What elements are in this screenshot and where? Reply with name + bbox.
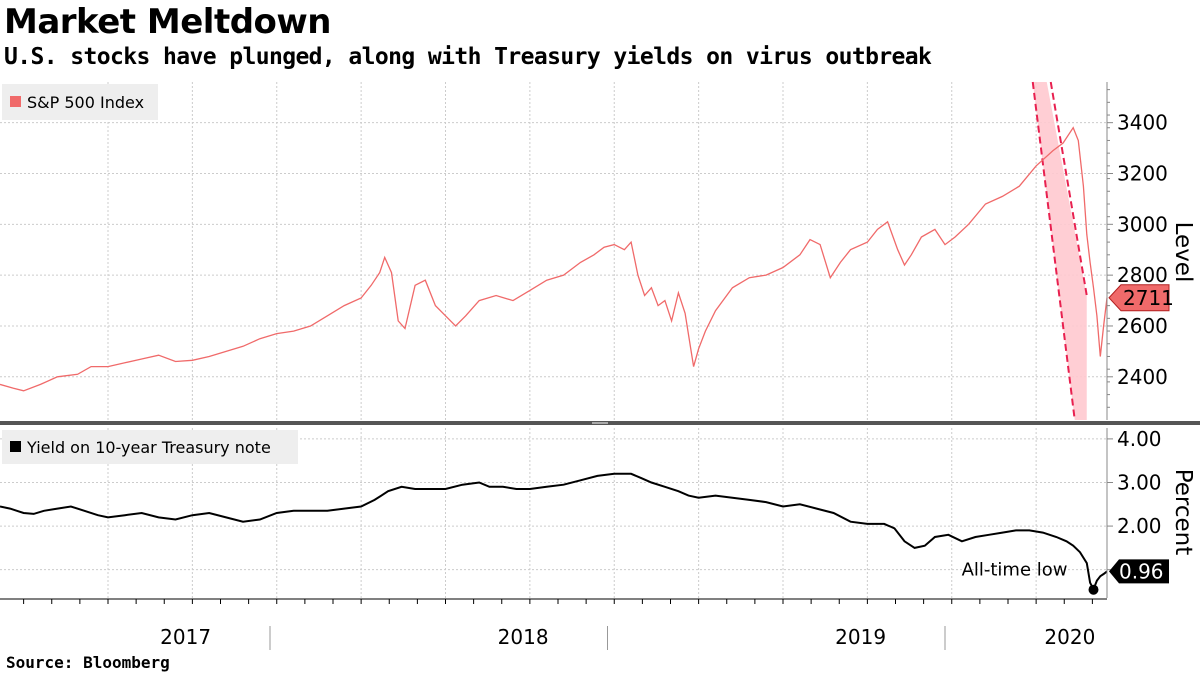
x-axis-year-label: 2020 bbox=[1044, 625, 1095, 649]
yield-panel: All-time low 2.00 3.00 4.00 Percent 0.96 Y… bbox=[0, 427, 1196, 598]
panel-divider-grip bbox=[592, 422, 608, 424]
sp500-legend: S&P 500 Index bbox=[2, 84, 158, 120]
x-axis-minor-ticks bbox=[23, 599, 1093, 604]
sp500-y-axis-label: Level bbox=[1170, 222, 1196, 283]
sp500-y-tick-label: 3200 bbox=[1117, 161, 1168, 185]
sp500-last-value-tag: 2711 bbox=[1108, 284, 1174, 312]
yield-last-value-tag-shape bbox=[1109, 559, 1169, 584]
sp500-panel: 2400 2600 2800 3000 3200 3400 Level 2711 S&P … bbox=[0, 81, 1196, 421]
sp500-y-tick-label: 2400 bbox=[1117, 365, 1168, 389]
sp500-y-tick-label: 3400 bbox=[1117, 111, 1168, 135]
trend-channel-upper-edge bbox=[1049, 81, 1088, 296]
sp500-legend-label: S&P 500 Index bbox=[27, 93, 144, 112]
sp500-last-value-tag-shape bbox=[1108, 284, 1170, 312]
trend-channel-fill bbox=[1032, 82, 1087, 420]
x-axis-year-separators bbox=[269, 626, 946, 650]
x-axis-year-label: 2017 bbox=[160, 625, 211, 649]
sp500-legend-swatch bbox=[10, 96, 21, 107]
sp500-y-ticks: 2400 2600 2800 3000 3200 3400 bbox=[1107, 89, 1168, 408]
yield-y-axis-label: Percent bbox=[1170, 469, 1196, 556]
yield-y-tick-label: 2.00 bbox=[1117, 514, 1162, 538]
yield-last-value: 0.96 bbox=[1119, 559, 1164, 583]
source-note: Source: Bloomberg bbox=[6, 653, 170, 672]
yield-all-time-low-marker bbox=[1088, 584, 1099, 595]
sp500-gridlines bbox=[0, 82, 1107, 420]
sp500-y-tick-label: 2800 bbox=[1117, 263, 1168, 287]
x-axis-year-label: 2018 bbox=[498, 625, 549, 649]
x-axis-year-labels: 2017 2018 2019 2020 bbox=[160, 625, 1095, 649]
yield-legend-label: Yield on 10-year Treasury note bbox=[26, 438, 271, 457]
yield-last-value-tag: 0.96 bbox=[1109, 559, 1169, 584]
yield-y-tick-label: 3.00 bbox=[1117, 470, 1162, 494]
yield-series-line bbox=[0, 472, 1108, 592]
sp500-series-line bbox=[0, 126, 1108, 392]
yield-all-time-low-label: All-time low bbox=[962, 560, 1068, 581]
x-axis-year-label: 2019 bbox=[835, 625, 886, 649]
yield-y-tick-label: 4.00 bbox=[1117, 427, 1162, 451]
sp500-y-tick-label: 2600 bbox=[1117, 314, 1168, 338]
chart-subtitle: U.S. stocks have plunged, along with Tre… bbox=[4, 44, 932, 70]
sp500-last-value: 2711 bbox=[1123, 286, 1174, 310]
sp500-trend-channel bbox=[1031, 81, 1088, 421]
yield-y-ticks: 2.00 3.00 4.00 bbox=[1107, 427, 1162, 571]
yield-legend-box bbox=[2, 430, 298, 464]
sp500-y-tick-label: 3000 bbox=[1117, 212, 1168, 236]
chart-title: Market Meltdown bbox=[4, 2, 332, 42]
trend-channel-lower-edge bbox=[1031, 81, 1076, 421]
yield-legend: Yield on 10-year Treasury note bbox=[2, 430, 298, 464]
sp500-legend-box bbox=[2, 84, 158, 120]
yield-legend-swatch bbox=[10, 441, 21, 452]
x-axis: 2017 2018 2019 2020 bbox=[0, 598, 1107, 650]
